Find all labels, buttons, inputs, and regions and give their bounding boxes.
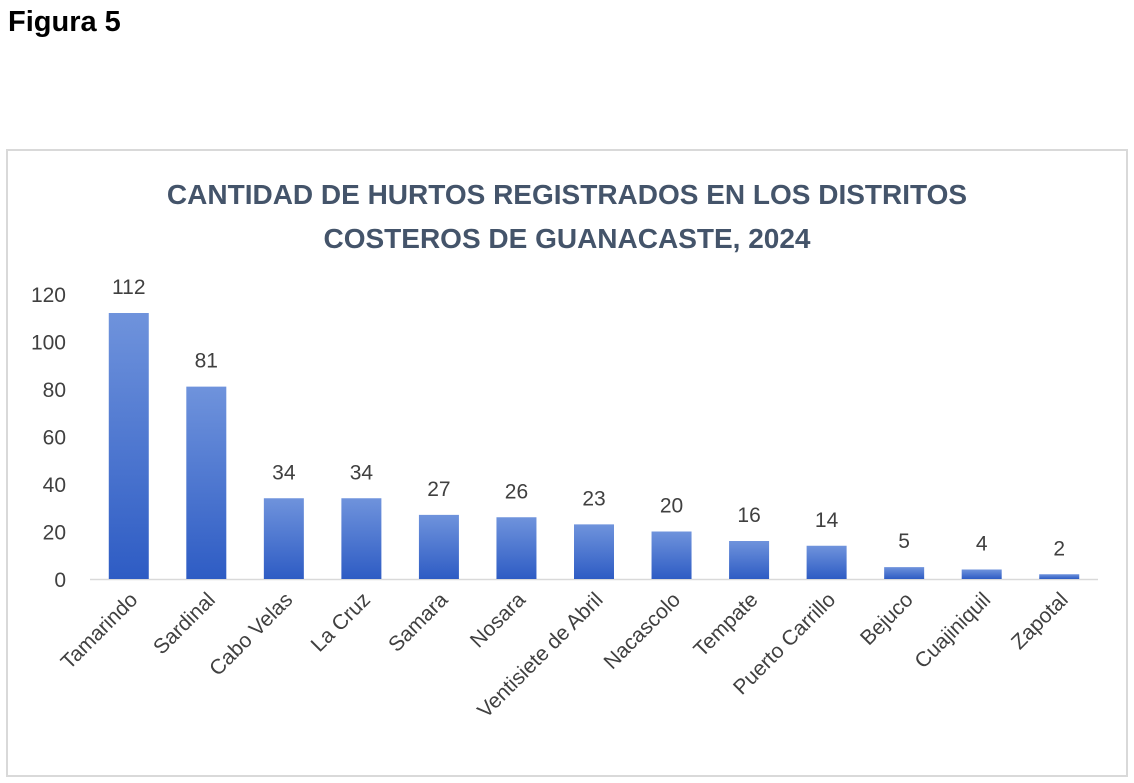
y-tick-label: 120 <box>31 284 66 307</box>
y-tick-label: 40 <box>43 474 66 497</box>
chart-title-line: COSTEROS DE GUANACASTE, 2024 <box>324 223 811 254</box>
bar <box>418 514 459 579</box>
category-label: Sardinal <box>149 588 220 659</box>
category-label: Zapotal <box>1007 588 1073 654</box>
bar <box>961 569 1002 579</box>
bar <box>1039 574 1080 579</box>
bar-data-label: 2 <box>1053 537 1065 560</box>
bar-data-label: 112 <box>112 276 145 299</box>
category-label: Samara <box>384 588 452 656</box>
y-tick-label: 20 <box>43 522 66 545</box>
bar <box>496 517 537 579</box>
bar-data-label: 14 <box>815 509 839 532</box>
bar-data-label: 5 <box>898 530 910 553</box>
category-label: Cuajiniquil <box>910 588 995 673</box>
bar <box>806 545 847 579</box>
bar-data-label: 27 <box>427 478 450 501</box>
bar <box>341 498 382 579</box>
category-label: Nacascolo <box>599 588 685 674</box>
category-label: Tempate <box>689 588 762 661</box>
chart-title-line: CANTIDAD DE HURTOS REGISTRADOS EN LOS DI… <box>167 179 967 210</box>
bar-data-label: 4 <box>976 533 988 556</box>
bar <box>729 541 770 579</box>
bar-data-label: 34 <box>272 461 296 484</box>
bar <box>884 567 925 579</box>
bar <box>574 524 614 579</box>
bar <box>263 498 304 579</box>
bar-data-label: 34 <box>350 461 374 484</box>
bar-data-label: 20 <box>660 495 683 518</box>
category-label: Tamarindo <box>57 588 143 674</box>
y-tick-label: 0 <box>54 569 66 592</box>
figure-label: Figura 5 <box>8 6 121 38</box>
category-label: Nosara <box>466 588 530 652</box>
bar-data-label: 26 <box>505 480 528 503</box>
category-label: Bejuco <box>856 588 918 650</box>
y-tick-label: 100 <box>31 332 66 355</box>
category-label: Cabo Velas <box>205 588 297 680</box>
bar-data-label: 23 <box>582 487 605 510</box>
bar <box>651 531 692 579</box>
bar-data-label: 81 <box>195 350 218 373</box>
y-tick-label: 80 <box>43 379 66 402</box>
y-tick-label: 60 <box>43 427 66 450</box>
category-label: La Cruz <box>307 588 375 656</box>
bar-data-label: 16 <box>737 504 760 527</box>
bar <box>186 386 227 579</box>
bar <box>108 313 149 579</box>
